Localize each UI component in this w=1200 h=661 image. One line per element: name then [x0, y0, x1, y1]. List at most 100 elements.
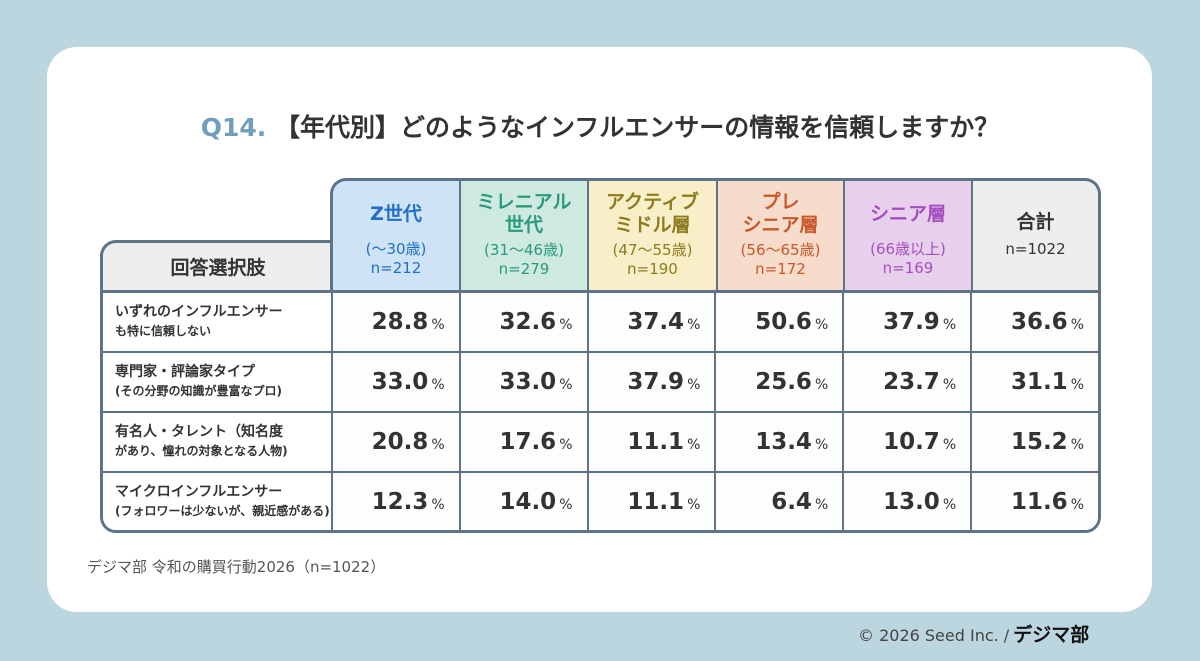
column-age-range: (56〜65歳) — [740, 241, 821, 259]
value: 11.1 — [627, 489, 685, 515]
value: 32.6 — [499, 309, 557, 335]
percent-unit: % — [1070, 497, 1084, 513]
column-name: Z世代 — [370, 203, 422, 225]
value-cell: 13.4% — [714, 413, 843, 471]
value-cell: 25.6% — [714, 353, 843, 411]
column-age-range: (47〜55歳) — [612, 241, 693, 259]
column-name: プレ — [761, 191, 800, 213]
row-label-main: いずれのインフルエンサー — [115, 304, 283, 320]
value: 37.9 — [627, 369, 685, 395]
value-cell: 11.1% — [586, 413, 715, 471]
copyright: © 2026 Seed Inc. / デジマ部 — [858, 620, 1089, 647]
column-header: シニア層 (66歳以上) n=169 — [843, 178, 971, 292]
column-age-range: (31〜46歳) — [484, 241, 564, 259]
row-label-main: 専門家・評論家タイプ — [115, 364, 255, 380]
row-label-sub: も特に信頼しない — [115, 324, 212, 338]
percent-unit: % — [687, 317, 701, 333]
value: 37.4 — [627, 309, 685, 335]
percent-unit: % — [431, 497, 445, 513]
value-cell: 20.8% — [330, 413, 459, 471]
column-sample-size: n=169 — [882, 259, 934, 277]
value: 17.6 — [499, 429, 557, 455]
value-cell: 14.0% — [458, 473, 587, 530]
value-cell: 17.6% — [458, 413, 587, 471]
value-cell: 32.6% — [458, 293, 587, 351]
value-cell: 37.9% — [842, 293, 971, 351]
value-cell: 15.2% — [970, 413, 1098, 471]
percent-unit: % — [814, 437, 829, 453]
percent-unit: % — [559, 377, 573, 393]
copyright-text: © 2026 Seed Inc. / — [858, 626, 1010, 645]
value: 13.0 — [883, 489, 940, 515]
value-cell: 33.0% — [458, 353, 587, 411]
logo: デジマ部 — [1013, 624, 1090, 646]
percent-unit: % — [431, 377, 445, 393]
column-header: 合計 n=1022 — [971, 178, 1101, 292]
percent-unit: % — [814, 377, 829, 393]
row-label-main: マイクロインフルエンサー — [115, 484, 283, 500]
percent-unit: % — [559, 437, 573, 453]
percent-unit: % — [687, 437, 701, 453]
row-label: いずれのインフルエンサー も特に信頼しない — [103, 293, 331, 351]
percent-unit: % — [687, 497, 701, 513]
percent-unit: % — [559, 317, 573, 333]
percent-unit: % — [687, 377, 701, 393]
column-name-2: ミドル層 — [614, 214, 691, 236]
column-name: シニア層 — [869, 203, 946, 225]
value: 36.6 — [1010, 309, 1068, 335]
value: 25.6 — [755, 369, 812, 395]
value-cell: 33.0% — [330, 353, 459, 411]
value-cell: 10.7% — [842, 413, 971, 471]
value: 23.7 — [883, 369, 940, 395]
row-label-sub: (フォロワーは少ないが、親近感がある) — [115, 504, 330, 518]
column-sample-size: n=172 — [755, 260, 806, 278]
column-name: アクティブ — [606, 191, 699, 213]
question-text: 【年代別】どのようなインフルエンサーの情報を信頼しますか？ — [275, 113, 1000, 142]
value: 20.8 — [371, 429, 429, 455]
value-cell: 11.6% — [970, 473, 1098, 530]
value: 6.4 — [771, 489, 812, 515]
value-cell: 28.8% — [330, 293, 459, 351]
percent-unit: % — [814, 497, 829, 513]
page-title: Q14. 【年代別】どのようなインフルエンサーの情報を信頼しますか？ — [0, 108, 1200, 144]
column-sample-size: n=1022 — [1005, 240, 1066, 258]
table-row: 有名人・タレント（知名度 があり、憧れの対象となる人物) 20.8% 17.6% 11.… — [103, 413, 1098, 473]
table-row: いずれのインフルエンサー も特に信頼しない 28.8% 32.6% 37.4% 50.6%… — [103, 293, 1098, 353]
row-label-main: 有名人・タレント（知名度 — [115, 424, 283, 440]
row-label: 有名人・タレント（知名度 があり、憧れの対象となる人物) — [103, 413, 331, 471]
percent-unit: % — [942, 377, 957, 393]
value-cell: 37.9% — [586, 353, 715, 411]
column-sample-size: n=190 — [627, 260, 678, 278]
column-header: Z世代 (〜30歳) n=212 — [330, 178, 459, 292]
column-sample-size: n=212 — [370, 259, 422, 277]
row-label: マイクロインフルエンサー (フォロワーは少ないが、親近感がある) — [103, 473, 331, 530]
percent-unit: % — [1070, 437, 1084, 453]
column-header: ミレニアル 世代 (31〜46歳) n=279 — [459, 178, 587, 292]
value-cell: 36.6% — [970, 293, 1098, 351]
row-label: 専門家・評論家タイプ (その分野の知識が豊富なプロ) — [103, 353, 331, 411]
value: 28.8 — [371, 309, 429, 335]
percent-unit: % — [431, 437, 445, 453]
value: 50.6 — [755, 309, 812, 335]
row-header: 回答選択肢 — [100, 240, 333, 292]
value-cell: 12.3% — [330, 473, 459, 530]
value: 37.9 — [883, 309, 940, 335]
value-cell: 13.0% — [842, 473, 971, 530]
value: 33.0 — [499, 369, 557, 395]
value-cell: 6.4% — [714, 473, 843, 530]
percent-unit: % — [1070, 377, 1084, 393]
table-row: マイクロインフルエンサー (フォロワーは少ないが、親近感がある) 12.3% 14.0… — [103, 473, 1098, 530]
column-sample-size: n=279 — [498, 260, 550, 278]
value-cell: 23.7% — [842, 353, 971, 411]
percent-unit: % — [942, 497, 957, 513]
table-row: 専門家・評論家タイプ (その分野の知識が豊富なプロ) 33.0% 33.0% 37.9%… — [103, 353, 1098, 413]
value: 11.1 — [627, 429, 685, 455]
column-name: ミレニアル — [476, 191, 572, 213]
value-cell: 37.4% — [586, 293, 715, 351]
value: 31.1 — [1010, 369, 1068, 395]
percent-unit: % — [814, 317, 829, 333]
row-label-sub: があり、憧れの対象となる人物) — [115, 444, 288, 458]
value: 15.2 — [1010, 429, 1068, 455]
value-cell: 50.6% — [714, 293, 843, 351]
row-label-sub: (その分野の知識が豊富なプロ) — [115, 384, 282, 398]
